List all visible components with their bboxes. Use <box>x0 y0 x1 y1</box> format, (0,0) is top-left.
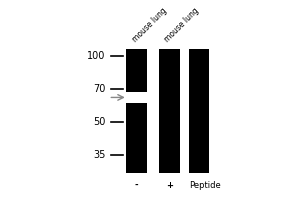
Bar <box>180 49 189 173</box>
Bar <box>189 49 209 173</box>
Text: +: + <box>166 181 173 190</box>
Text: 70: 70 <box>93 84 105 94</box>
Bar <box>159 49 180 173</box>
Text: 35: 35 <box>93 150 105 160</box>
Text: Peptide: Peptide <box>189 181 221 190</box>
Text: 100: 100 <box>87 51 105 61</box>
Text: 50: 50 <box>93 117 105 127</box>
Bar <box>126 92 147 103</box>
Text: -: - <box>135 181 138 190</box>
Bar <box>147 49 159 173</box>
Bar <box>126 49 147 173</box>
Text: mouse lung: mouse lung <box>163 6 201 44</box>
Text: mouse lung: mouse lung <box>130 6 168 44</box>
